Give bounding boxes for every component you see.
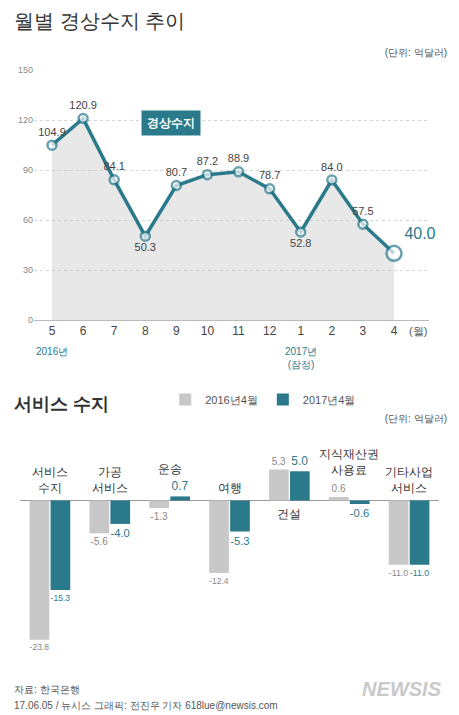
svg-text:40.0: 40.0 bbox=[404, 225, 435, 242]
html-text:자료: 한국은행: 자료: 한국은행 bbox=[14, 684, 80, 695]
svg-text:78.7: 78.7 bbox=[259, 169, 280, 181]
svg-text:10: 10 bbox=[201, 324, 215, 338]
html-text:월별 경상수지 추이: 월별 경상수지 추이 bbox=[14, 10, 186, 32]
svg-text:1: 1 bbox=[297, 324, 304, 338]
svg-text:5: 5 bbox=[49, 324, 56, 338]
svg-text:2: 2 bbox=[328, 324, 335, 338]
svg-text:12: 12 bbox=[263, 324, 277, 338]
svg-text:84.1: 84.1 bbox=[103, 160, 124, 172]
svg-text:2017년(잠정): 2017년(잠정) bbox=[285, 346, 317, 370]
html-text:NEWSIS: NEWSIS bbox=[362, 678, 441, 700]
svg-text:87.2: 87.2 bbox=[197, 155, 218, 167]
svg-text:88.9: 88.9 bbox=[228, 152, 249, 164]
svg-text:120.9: 120.9 bbox=[69, 99, 97, 111]
svg-text:7: 7 bbox=[111, 324, 118, 338]
svg-text:-1.3: -1.3 bbox=[150, 511, 168, 522]
svg-text:11: 11 bbox=[232, 324, 245, 338]
svg-text:2017년4월: 2017년4월 bbox=[303, 394, 356, 406]
svg-text:0.6: 0.6 bbox=[332, 483, 346, 494]
svg-text:57.5: 57.5 bbox=[352, 205, 373, 217]
svg-text:2016년: 2016년 bbox=[36, 346, 68, 357]
svg-text:기타사업서비스: 기타사업서비스 bbox=[385, 465, 433, 495]
svg-text:9: 9 bbox=[173, 324, 180, 338]
svg-text:104.9: 104.9 bbox=[38, 126, 66, 138]
svg-text:80.7: 80.7 bbox=[166, 166, 187, 178]
svg-text:-15.3: -15.3 bbox=[51, 593, 71, 603]
svg-text:3: 3 bbox=[360, 324, 367, 338]
svg-text:서비스수지: 서비스수지 bbox=[32, 465, 68, 495]
svg-text:건설: 건설 bbox=[277, 507, 301, 521]
svg-text:-5.6: -5.6 bbox=[90, 536, 108, 547]
svg-text:90: 90 bbox=[23, 165, 33, 175]
svg-text:-0.6: -0.6 bbox=[350, 507, 369, 519]
svg-text:경상수지: 경상수지 bbox=[147, 116, 195, 130]
svg-text:-11.0: -11.0 bbox=[389, 568, 408, 578]
svg-text:5.3: 5.3 bbox=[272, 456, 286, 467]
svg-text:가공서비스: 가공서비스 bbox=[92, 465, 128, 495]
svg-text:4: 4 bbox=[391, 324, 398, 338]
html-text:17.06.05 / 뉴시스 그래픽: 전진우 기자 618: 17.06.05 / 뉴시스 그래픽: 전진우 기자 618lue@newsis… bbox=[14, 700, 278, 711]
svg-text:6: 6 bbox=[80, 324, 87, 338]
svg-text:(월): (월) bbox=[409, 325, 427, 337]
svg-text:52.8: 52.8 bbox=[290, 237, 311, 249]
svg-text:-23.8: -23.8 bbox=[30, 642, 50, 652]
html-text:(단위: 억달러): (단위: 억달러) bbox=[384, 47, 447, 58]
svg-text:5.0: 5.0 bbox=[291, 454, 308, 468]
svg-text:120: 120 bbox=[18, 115, 33, 125]
svg-text:-5.3: -5.3 bbox=[230, 535, 249, 547]
svg-text:0: 0 bbox=[28, 315, 33, 325]
svg-text:운송: 운송 bbox=[158, 462, 182, 476]
svg-text:여행: 여행 bbox=[218, 481, 242, 495]
svg-text:30: 30 bbox=[23, 265, 33, 275]
svg-text:50.3: 50.3 bbox=[135, 241, 156, 253]
svg-text:지식재산권사용료: 지식재산권사용료 bbox=[319, 447, 379, 477]
svg-text:8: 8 bbox=[142, 324, 149, 338]
svg-text:2016년4월: 2016년4월 bbox=[205, 394, 258, 406]
svg-text:60: 60 bbox=[23, 215, 33, 225]
svg-text:-4.0: -4.0 bbox=[110, 527, 129, 539]
svg-text:0.7: 0.7 bbox=[172, 479, 189, 493]
html-text:서비스 수지: 서비스 수지 bbox=[14, 394, 109, 414]
html-text:(단위: 억달러): (단위: 억달러) bbox=[384, 413, 447, 424]
svg-text:-12.4: -12.4 bbox=[209, 576, 229, 586]
svg-text:84.0: 84.0 bbox=[321, 161, 342, 173]
svg-text:150: 150 bbox=[18, 65, 33, 75]
svg-text:-11.0: -11.0 bbox=[410, 568, 430, 578]
